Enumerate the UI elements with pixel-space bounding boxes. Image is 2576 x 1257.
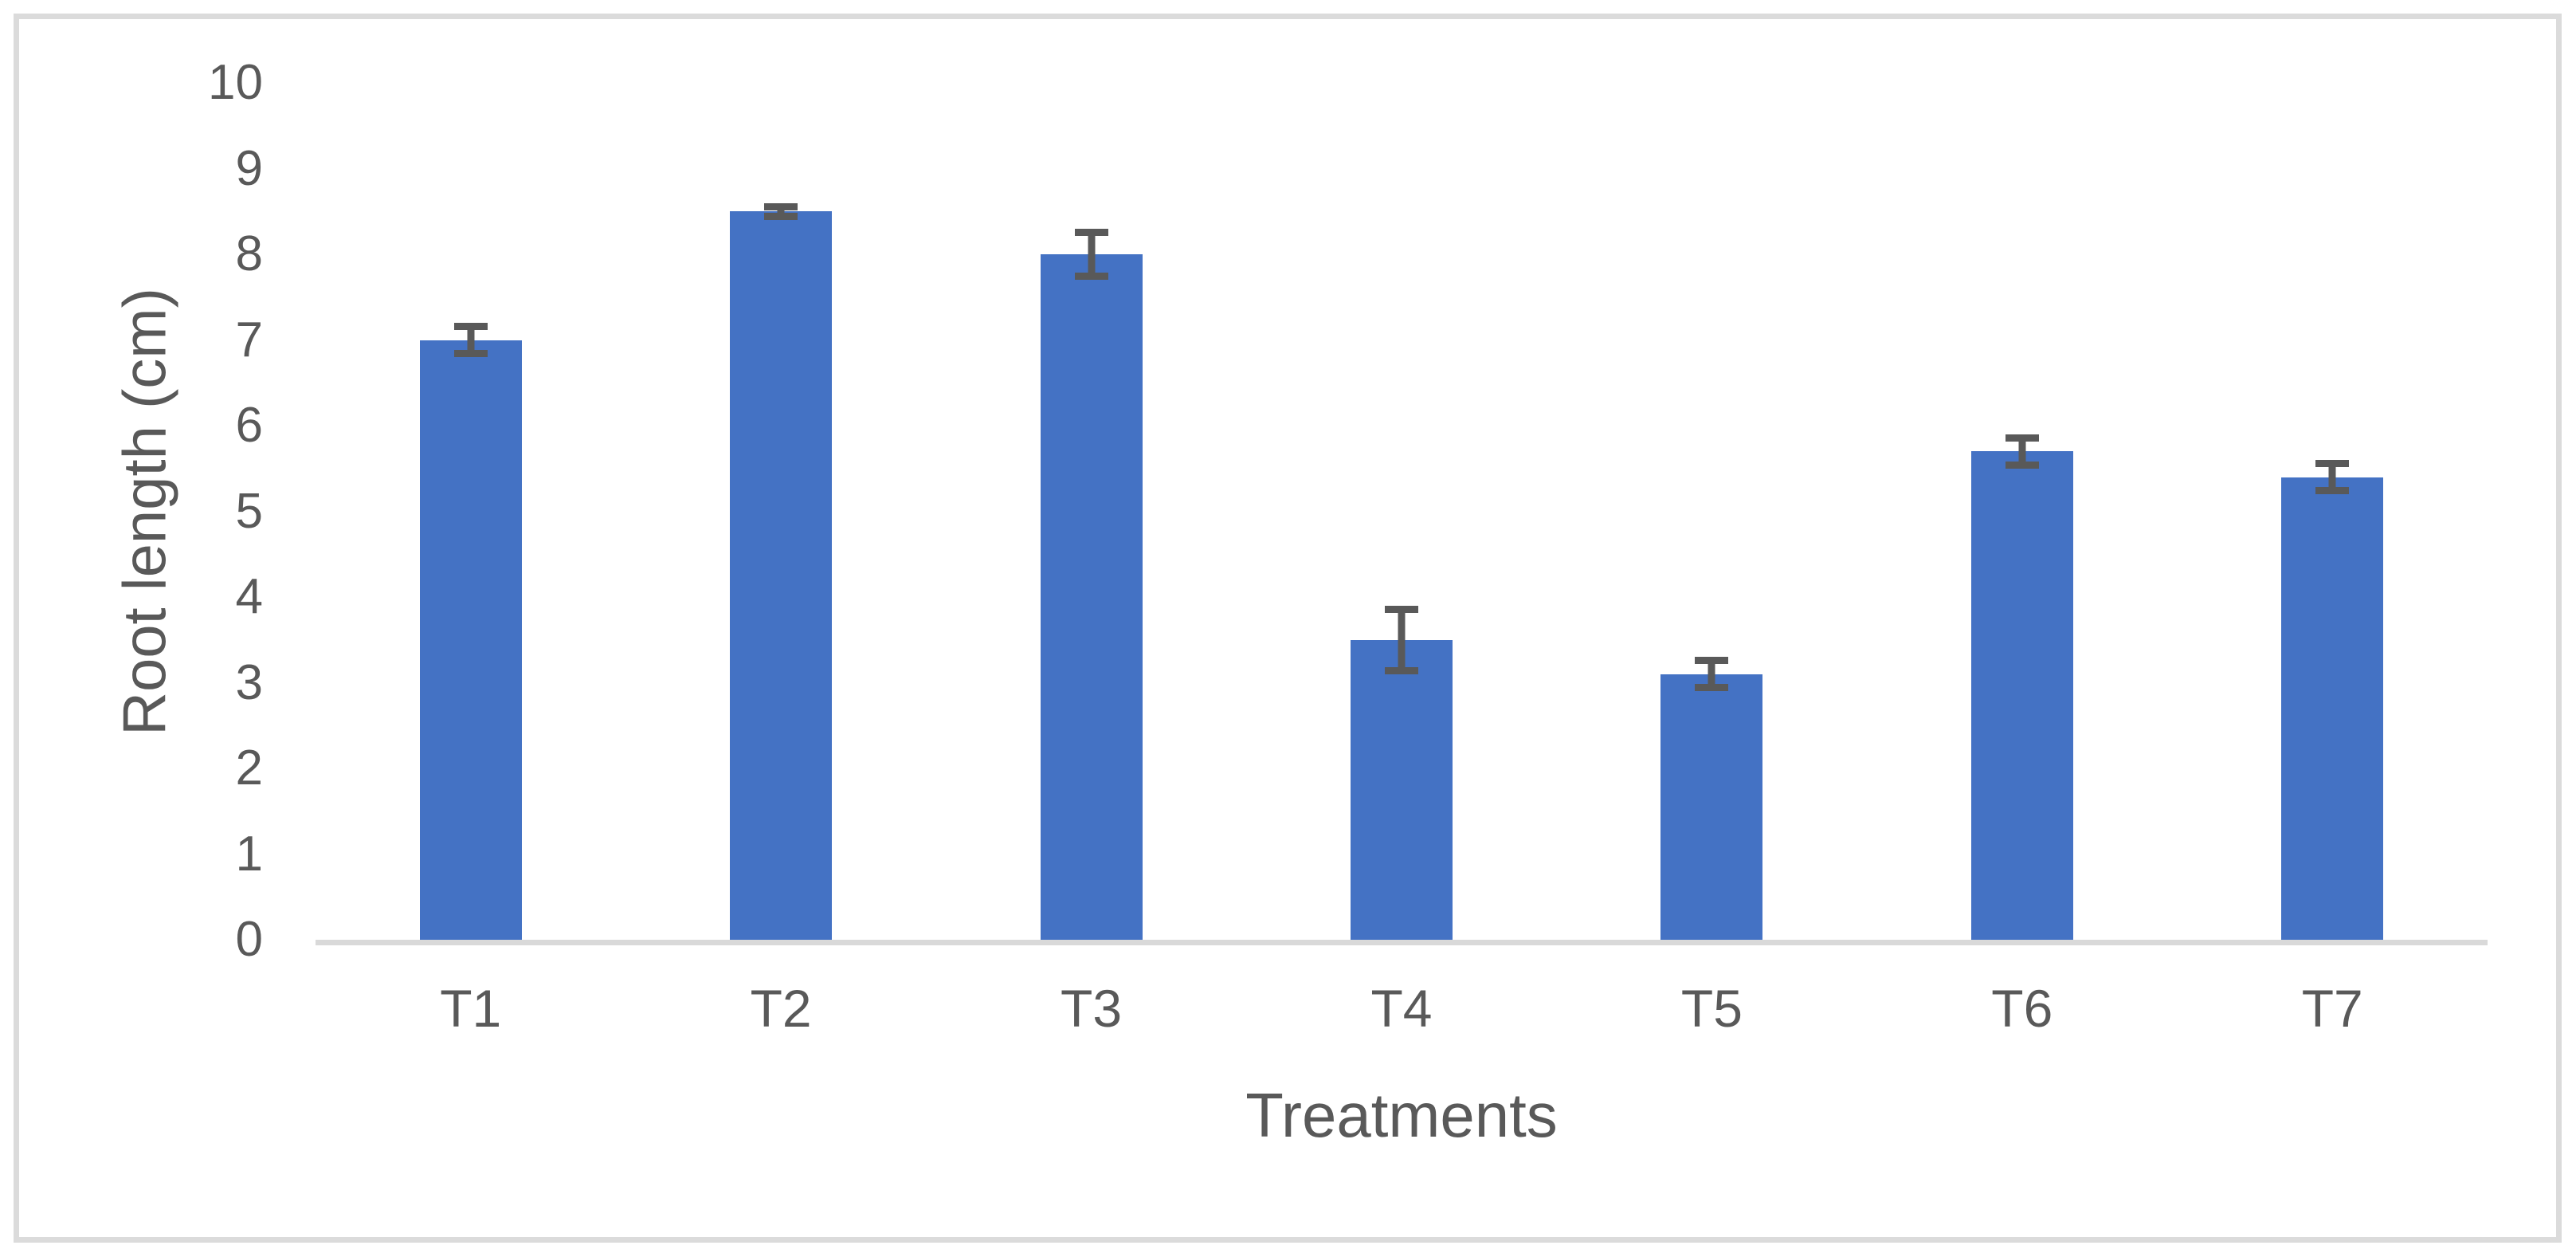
errorbar-T3-cap-bottom <box>1074 273 1108 281</box>
bar-slot-T6 <box>1867 83 2177 940</box>
bar-slot-T5 <box>1557 83 1867 940</box>
errorbar-T5 <box>1695 657 1729 692</box>
errorbar-T4 <box>1384 605 1418 674</box>
errorbar-T7-stem <box>2328 460 2336 494</box>
bar-T3 <box>1040 254 1143 940</box>
bar-T2 <box>730 211 833 940</box>
x-label-T2: T2 <box>750 979 812 1038</box>
bar-slot-T1 <box>316 83 625 940</box>
errorbar-T7-cap-bottom <box>2315 487 2350 494</box>
errorbar-T5-stem <box>1708 657 1715 692</box>
bar-slot-T7 <box>2178 83 2488 940</box>
errorbar-T2-stem <box>777 202 785 220</box>
y-tick-label-4: 4 <box>235 569 263 624</box>
bar-T6 <box>1970 451 2073 940</box>
x-label-T5: T5 <box>1680 979 1743 1038</box>
y-tick-label-7: 7 <box>235 312 263 367</box>
y-tick-label-3: 3 <box>235 654 263 710</box>
y-tick-label-2: 2 <box>235 740 263 795</box>
x-label-T4: T4 <box>1370 979 1433 1038</box>
errorbar-T6 <box>2005 434 2039 469</box>
x-label-T3: T3 <box>1061 979 1123 1038</box>
x-label-T7: T7 <box>2301 979 2363 1038</box>
errorbar-T3 <box>1074 228 1108 281</box>
y-tick-label-10: 10 <box>208 55 263 110</box>
bar-T1 <box>419 340 522 940</box>
errorbar-T6-cap-bottom <box>2005 461 2039 469</box>
bar-T7 <box>2281 477 2384 940</box>
errorbar-T7 <box>2315 460 2350 494</box>
bar-T5 <box>1660 674 1763 940</box>
bar-slot-T3 <box>936 83 1246 940</box>
x-axis-category-labels: T1 T2 T3 T4 T5 T6 T7 <box>316 982 2488 1035</box>
y-tick-label-6: 6 <box>235 398 263 453</box>
errorbar-T2-cap-bottom <box>764 213 798 220</box>
errorbar-T2 <box>764 202 798 220</box>
errorbar-T1-stem <box>467 323 475 357</box>
errorbar-T3-stem <box>1088 228 1096 281</box>
y-axis-tick-labels: 0 1 2 3 4 5 6 7 8 9 10 <box>0 58 263 964</box>
y-tick-label-9: 9 <box>235 140 263 196</box>
bar-slot-T2 <box>625 83 935 940</box>
errorbar-T1-cap-bottom <box>453 350 488 357</box>
x-label-T1: T1 <box>440 979 502 1038</box>
y-tick-label-5: 5 <box>235 483 263 539</box>
y-tick-label-1: 1 <box>235 826 263 882</box>
y-tick-label-0: 0 <box>235 912 263 967</box>
errorbar-T5-cap-bottom <box>1695 684 1729 692</box>
errorbar-T6-stem <box>2018 434 2026 469</box>
plot-area <box>316 83 2488 945</box>
bar-T4 <box>1350 639 1453 940</box>
bar-slot-T4 <box>1246 83 1556 940</box>
x-label-T6: T6 <box>1991 979 2053 1038</box>
errorbar-T4-cap-bottom <box>1384 666 1418 674</box>
x-axis-title: Treatments <box>1245 1080 1558 1150</box>
y-tick-label-8: 8 <box>235 226 263 281</box>
errorbar-T4-stem <box>1398 605 1406 674</box>
errorbar-T1 <box>453 323 488 357</box>
